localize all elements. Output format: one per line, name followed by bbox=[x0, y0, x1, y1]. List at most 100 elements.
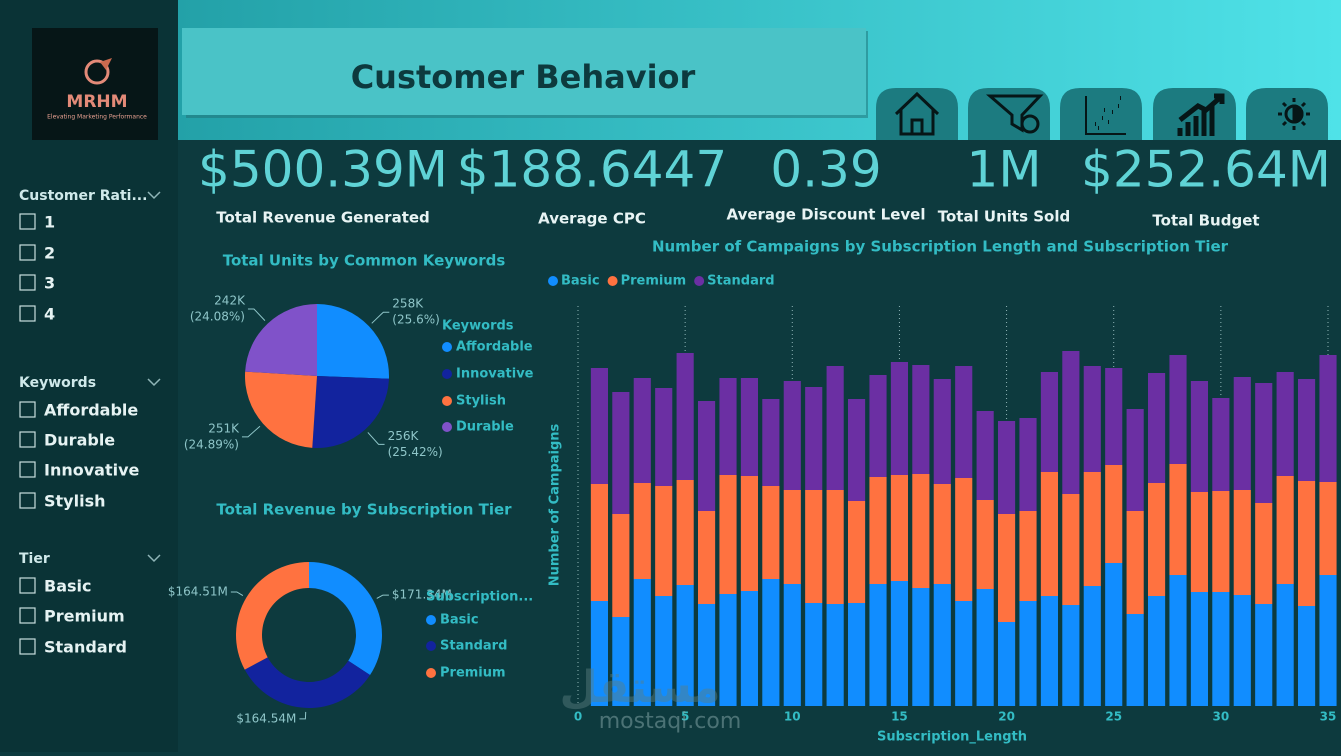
legend-label[interactable]: Affordable bbox=[456, 340, 533, 355]
legend-label[interactable]: Premium bbox=[621, 274, 687, 289]
filter-chevron[interactable] bbox=[147, 554, 161, 563]
logo-text: MRHM bbox=[66, 92, 127, 112]
filter-option[interactable]: 2 bbox=[44, 244, 55, 263]
logo-icon bbox=[100, 58, 112, 70]
bar-segment bbox=[933, 484, 951, 584]
bar-segment bbox=[976, 500, 994, 589]
bar-segment bbox=[1212, 491, 1230, 592]
filter-option[interactable]: Innovative bbox=[44, 461, 140, 480]
bar-segment bbox=[676, 480, 694, 585]
bar-segment bbox=[1169, 464, 1187, 575]
legend-label[interactable]: Innovative bbox=[456, 367, 534, 382]
bar-segment bbox=[655, 388, 673, 486]
chart-title: Total Revenue by Subscription Tier bbox=[216, 501, 512, 519]
legend-label[interactable]: Premium bbox=[440, 666, 506, 681]
bar-segment bbox=[633, 483, 651, 579]
theme-icon bbox=[1278, 98, 1310, 130]
legend-swatch bbox=[442, 396, 452, 406]
legend-label[interactable]: Stylish bbox=[456, 394, 506, 409]
x-tick-label: 35 bbox=[1320, 710, 1337, 724]
chart-icon bbox=[1177, 93, 1225, 136]
bar-segment bbox=[1040, 472, 1058, 596]
legend-label[interactable]: Durable bbox=[456, 420, 514, 435]
bar-segment bbox=[676, 585, 694, 706]
filter-chevron[interactable] bbox=[147, 191, 161, 200]
x-tick-label: 0 bbox=[574, 710, 582, 724]
checkbox[interactable] bbox=[19, 401, 36, 418]
legend-swatch bbox=[426, 615, 436, 625]
bar-segment bbox=[848, 603, 866, 706]
bar-segment bbox=[912, 474, 930, 588]
filter-option[interactable]: Standard bbox=[44, 638, 127, 657]
bar-segment bbox=[1319, 575, 1337, 706]
legend-label[interactable]: Standard bbox=[440, 639, 507, 654]
bar-segment bbox=[1255, 604, 1273, 706]
filter-option[interactable]: Affordable bbox=[44, 401, 138, 420]
bar-segment bbox=[1148, 596, 1166, 706]
data-label: 258K bbox=[392, 297, 424, 311]
bar-segment bbox=[1126, 511, 1144, 614]
data-label: 251K bbox=[208, 421, 240, 435]
y-axis-title: Number of Campaigns bbox=[548, 423, 563, 586]
scatter-tab[interactable] bbox=[1060, 88, 1142, 140]
checkbox[interactable] bbox=[19, 577, 36, 594]
bar-segment bbox=[1083, 366, 1101, 472]
bar-segment bbox=[1126, 409, 1144, 511]
home-tab[interactable] bbox=[876, 88, 958, 140]
bar-segment bbox=[762, 579, 780, 706]
bar-segment bbox=[1190, 492, 1208, 592]
filter-option[interactable]: Basic bbox=[44, 577, 91, 596]
checkbox[interactable] bbox=[19, 607, 36, 624]
x-tick-label: 5 bbox=[681, 710, 689, 724]
bar-segment bbox=[1040, 372, 1058, 472]
checkbox[interactable] bbox=[19, 492, 36, 509]
checkbox[interactable] bbox=[19, 244, 36, 261]
legend-swatch bbox=[607, 276, 618, 286]
bar-segment bbox=[612, 392, 630, 514]
checkbox[interactable] bbox=[19, 213, 36, 230]
bar-segment bbox=[590, 484, 608, 601]
checkbox[interactable] bbox=[19, 461, 36, 478]
checkbox[interactable] bbox=[19, 305, 36, 322]
watermark: mostaqi.com bbox=[599, 709, 742, 734]
watermark: مستقل bbox=[560, 662, 721, 713]
checkbox[interactable] bbox=[19, 431, 36, 448]
filter-icon bbox=[1020, 114, 1040, 134]
bar-segment bbox=[719, 378, 737, 475]
filter-option[interactable]: Premium bbox=[44, 607, 125, 626]
bar-segment bbox=[1126, 614, 1144, 706]
legend-label[interactable]: Standard bbox=[707, 274, 774, 289]
bar-segment bbox=[1019, 601, 1037, 706]
filter-option[interactable]: 1 bbox=[44, 213, 55, 232]
bar-segment bbox=[1019, 418, 1037, 511]
bar-segment bbox=[826, 490, 844, 604]
chart-title: Number of Campaigns by Subscription Leng… bbox=[652, 238, 1229, 256]
nav-tabs bbox=[876, 88, 1328, 140]
bar-segment bbox=[1233, 490, 1251, 595]
slice bbox=[309, 562, 382, 676]
bar-segment bbox=[762, 399, 780, 486]
bar-segment bbox=[719, 594, 737, 706]
filter-option[interactable]: 3 bbox=[44, 274, 55, 293]
legend-swatch bbox=[426, 641, 436, 651]
x-axis-title: Subscription_Length bbox=[877, 730, 1027, 745]
bar-segment bbox=[633, 378, 651, 483]
data-label: $164.54M bbox=[236, 711, 296, 725]
bar-segment bbox=[955, 601, 973, 706]
filter-option[interactable]: Durable bbox=[44, 431, 115, 450]
bar-segment bbox=[1255, 503, 1273, 604]
checkbox[interactable] bbox=[19, 638, 36, 655]
legend-label[interactable]: Basic bbox=[561, 274, 600, 289]
leader-line bbox=[247, 308, 266, 321]
bar-segment bbox=[1169, 355, 1187, 464]
slice bbox=[236, 562, 309, 670]
bar-segment bbox=[1062, 494, 1080, 605]
checkbox[interactable] bbox=[19, 274, 36, 291]
legend-label[interactable]: Basic bbox=[440, 613, 479, 628]
bar-segment bbox=[1255, 383, 1273, 503]
filter-chevron[interactable] bbox=[147, 378, 161, 387]
filter-option[interactable]: Stylish bbox=[44, 492, 105, 511]
bar-segment bbox=[1276, 476, 1294, 584]
filter-option[interactable]: 4 bbox=[44, 305, 55, 324]
bar-segment bbox=[998, 622, 1016, 706]
